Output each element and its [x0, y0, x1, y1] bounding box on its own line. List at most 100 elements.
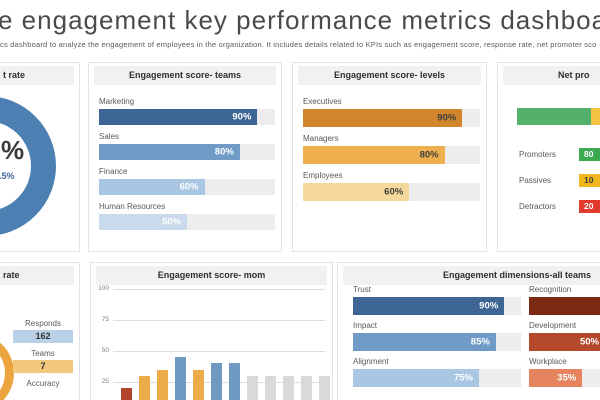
panel-title-bar: Engagement score- levels [298, 66, 481, 85]
nps-segment-passives [591, 108, 600, 125]
bar-label: Trust [353, 285, 371, 294]
bar-fill: 50% [529, 333, 600, 351]
bar-track: 35% [529, 369, 600, 387]
column-bar [265, 376, 276, 400]
bar-track [529, 297, 600, 315]
bar-row: Impact 85% [353, 321, 521, 351]
legend-row: Promoters 80 [519, 148, 600, 161]
bar-label: Marketing [99, 97, 135, 106]
bar-row: Trust 90% [353, 285, 521, 315]
panel-title-bar: Engagement score- mom [96, 266, 327, 285]
y-tick: 50 [101, 347, 109, 354]
panel-score-mom: Engagement score- mom 100 75 50 25 [90, 262, 333, 400]
legend-row: Passives 10 [519, 174, 600, 187]
response-stats: Responds 162 Teams 7 Accuracy [13, 319, 73, 390]
bar-fill: 50% [99, 214, 187, 230]
panel-title-bar: Net pro [503, 66, 600, 85]
panel-title: Net pro [558, 70, 590, 80]
bar-label: Executives [303, 97, 342, 106]
column-bar [301, 376, 312, 400]
panel-nps: Net pro Promoters 80 Passives 10 Detractors 2… [497, 62, 600, 252]
stat-label: Accuracy [26, 379, 60, 388]
column-chart: 100 75 50 25 [98, 285, 330, 400]
bar-track: 90% [99, 109, 275, 125]
nps-stacked-bar [517, 108, 600, 125]
bar-track: 60% [303, 183, 480, 201]
nps-segment-promoters [517, 108, 591, 125]
bar-fill [529, 297, 600, 315]
panel-title: Engagement score- teams [128, 70, 242, 80]
bar-track: 50% [529, 333, 600, 351]
panel-title: Engagement dimensions-all teams [442, 270, 592, 280]
hbar-chart-levels: Executives 90% Managers 80% Employees 60% [303, 97, 480, 208]
bar-track: 85% [353, 333, 521, 351]
bar-row: Sales 80% [99, 132, 275, 160]
panel-title: rate [3, 270, 20, 280]
bar-track: 80% [99, 144, 275, 160]
bar-fill: 90% [99, 109, 258, 125]
page-subtitle: cs dashboard to analyze the engagement o… [0, 40, 597, 49]
column-bar [247, 376, 258, 400]
gridline [113, 351, 325, 352]
y-tick: 75 [101, 316, 109, 323]
bar-label: Recognition [529, 285, 572, 294]
panel-title-bar: Engagement dimensions-all teams [343, 266, 600, 285]
bar-track: 50% [99, 214, 275, 230]
bar-label: Development [529, 321, 577, 330]
column-bar [211, 363, 222, 400]
bar-row: Managers 80% [303, 134, 480, 164]
panel-title: Engagement score- levels [333, 70, 446, 80]
bar-fill: 85% [353, 333, 496, 351]
legend-value-badge: 80 [579, 148, 600, 161]
bar-label: Finance [99, 167, 128, 176]
bar-fill: 75% [353, 369, 479, 387]
bar-value: 85% [470, 336, 490, 348]
bar-label: Sales [99, 132, 120, 141]
bar-label: Workplace [529, 357, 567, 366]
bar-label: Managers [303, 134, 339, 143]
stat-label: Responds [24, 319, 62, 328]
bar-fill: 80% [99, 144, 240, 160]
panel-title-bar: t rate [0, 66, 74, 85]
bar-fill: 90% [353, 297, 505, 315]
bar-value: 80% [214, 146, 234, 158]
bar-value: 90% [437, 112, 457, 124]
column-bar [175, 357, 186, 400]
bar-fill: 35% [529, 369, 583, 387]
bar-label: Impact [353, 321, 378, 330]
y-tick: 25 [101, 378, 109, 385]
donut-chart [0, 96, 56, 236]
bar-row: Alignment 75% [353, 357, 521, 387]
bar-row: Marketing 90% [99, 97, 275, 125]
column-bar [193, 370, 204, 400]
bar-label: Human Resources [99, 202, 166, 211]
panel-score-levels: Engagement score- levels Executives 90% Ma… [292, 62, 487, 252]
panel-engagement-rate: t rate % .5% [0, 62, 80, 252]
gridline [113, 320, 325, 321]
bar-track: 90% [353, 297, 521, 315]
bar-value: 60% [384, 186, 404, 198]
y-tick: 100 [98, 285, 109, 292]
panel-title: t rate [3, 70, 26, 80]
column-bar [157, 370, 168, 400]
panel-title-bar: rate [0, 266, 74, 285]
bar-value: 75% [453, 372, 473, 384]
stat-label: Teams [31, 349, 55, 358]
panel-response-rate: rate Responds 162 Teams 7 Accuracy [0, 262, 80, 400]
panel-title-bar: Engagement score- teams [94, 66, 276, 85]
bar-value: 35% [557, 372, 577, 384]
bar-row: Employees 60% [303, 171, 480, 201]
column-bar [139, 376, 150, 400]
response-ring-chart [0, 333, 14, 400]
bar-fill: 60% [303, 183, 410, 201]
bar-value: 60% [179, 181, 199, 193]
bar-value: 80% [419, 149, 439, 161]
column-bar [229, 363, 240, 400]
legend-value-badge: 10 [579, 174, 600, 187]
bar-value: 50% [579, 336, 599, 348]
legend-value-badge: 20 [579, 200, 600, 213]
column-bar [319, 376, 330, 400]
bar-fill: 80% [303, 146, 445, 164]
stat-value-badge: 7 [13, 360, 73, 373]
